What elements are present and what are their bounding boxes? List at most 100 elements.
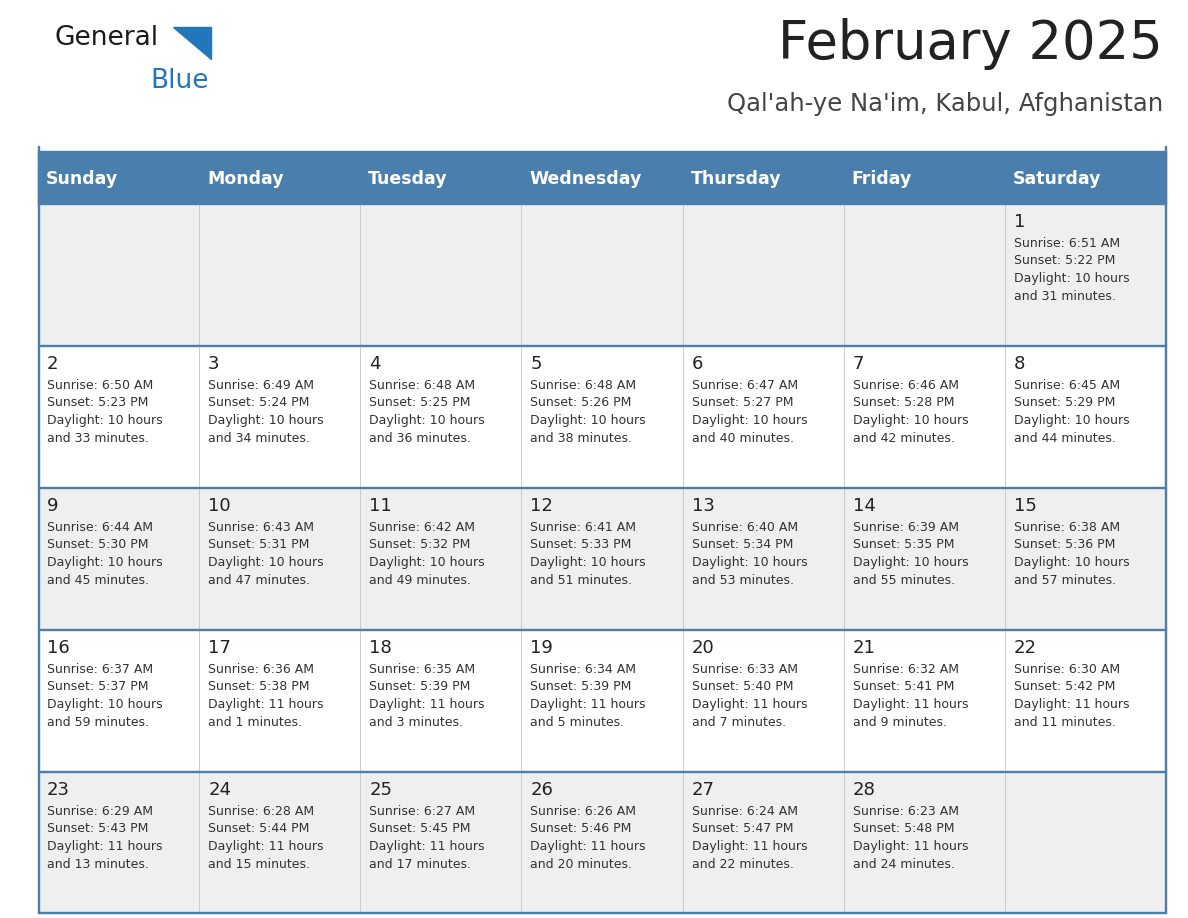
Text: Sunrise: 6:34 AM: Sunrise: 6:34 AM [530, 663, 637, 676]
Text: Monday: Monday [207, 170, 284, 188]
Text: and 9 minutes.: and 9 minutes. [853, 715, 947, 729]
Bar [360, 487, 522, 629]
Bar [843, 629, 1005, 771]
Bar [683, 345, 843, 487]
Bar [200, 155, 360, 203]
Text: Sunrise: 6:49 AM: Sunrise: 6:49 AM [208, 379, 314, 392]
Text: Sunrise: 6:23 AM: Sunrise: 6:23 AM [853, 805, 959, 818]
Bar [360, 487, 522, 629]
Text: Daylight: 10 hours: Daylight: 10 hours [530, 414, 646, 427]
Bar [683, 771, 843, 913]
Text: Sunset: 5:31 PM: Sunset: 5:31 PM [208, 539, 310, 552]
Bar [683, 345, 843, 487]
Bar [683, 203, 843, 345]
Text: Sunset: 5:33 PM: Sunset: 5:33 PM [530, 539, 632, 552]
Text: Daylight: 10 hours: Daylight: 10 hours [369, 556, 485, 569]
Text: Sunrise: 6:46 AM: Sunrise: 6:46 AM [853, 379, 959, 392]
Text: Sunrise: 6:48 AM: Sunrise: 6:48 AM [369, 379, 475, 392]
Bar [1005, 487, 1165, 629]
Bar [522, 203, 683, 345]
Bar [38, 151, 1165, 155]
Text: Sunrise: 6:26 AM: Sunrise: 6:26 AM [530, 805, 637, 818]
Text: Daylight: 11 hours: Daylight: 11 hours [1013, 698, 1130, 711]
Bar [360, 345, 522, 487]
Text: Sunset: 5:48 PM: Sunset: 5:48 PM [853, 823, 954, 835]
Bar [38, 629, 200, 771]
Bar [200, 771, 360, 913]
Text: Daylight: 10 hours: Daylight: 10 hours [208, 556, 324, 569]
Bar [38, 771, 1165, 772]
Text: and 17 minutes.: and 17 minutes. [369, 857, 472, 870]
Bar [360, 155, 522, 203]
Text: Sunrise: 6:38 AM: Sunrise: 6:38 AM [1013, 521, 1120, 534]
Bar [843, 629, 1005, 771]
Text: 3: 3 [208, 355, 220, 373]
Text: Sunset: 5:26 PM: Sunset: 5:26 PM [530, 397, 632, 409]
Bar [38, 487, 200, 629]
Bar [200, 487, 360, 629]
Text: and 38 minutes.: and 38 minutes. [530, 431, 632, 444]
Text: and 22 minutes.: and 22 minutes. [691, 857, 794, 870]
Bar [522, 155, 683, 203]
Text: Daylight: 11 hours: Daylight: 11 hours [208, 840, 323, 853]
Bar [1005, 203, 1165, 345]
Text: and 57 minutes.: and 57 minutes. [1013, 574, 1116, 587]
Text: and 47 minutes.: and 47 minutes. [208, 574, 310, 587]
Bar [360, 629, 522, 771]
Text: Sunday: Sunday [46, 170, 119, 188]
Text: Friday: Friday [852, 170, 912, 188]
Text: Sunset: 5:28 PM: Sunset: 5:28 PM [853, 397, 954, 409]
Bar [38, 487, 1165, 488]
Bar [843, 345, 1005, 487]
Text: Daylight: 11 hours: Daylight: 11 hours [853, 698, 968, 711]
Text: Sunrise: 6:39 AM: Sunrise: 6:39 AM [853, 521, 959, 534]
Text: and 11 minutes.: and 11 minutes. [1013, 715, 1116, 729]
Text: Sunset: 5:43 PM: Sunset: 5:43 PM [48, 823, 148, 835]
Text: Daylight: 10 hours: Daylight: 10 hours [1013, 556, 1130, 569]
Bar [522, 203, 683, 345]
Bar [1005, 771, 1165, 913]
Bar [38, 771, 200, 913]
Text: Daylight: 10 hours: Daylight: 10 hours [1013, 272, 1130, 285]
Text: and 3 minutes.: and 3 minutes. [369, 715, 463, 729]
Text: Sunrise: 6:42 AM: Sunrise: 6:42 AM [369, 521, 475, 534]
Text: and 13 minutes.: and 13 minutes. [48, 857, 148, 870]
Text: Sunrise: 6:27 AM: Sunrise: 6:27 AM [369, 805, 475, 818]
Bar [38, 771, 200, 913]
Text: Sunset: 5:41 PM: Sunset: 5:41 PM [853, 680, 954, 693]
Bar [843, 771, 1005, 913]
Text: 19: 19 [530, 639, 554, 657]
Text: Sunset: 5:27 PM: Sunset: 5:27 PM [691, 397, 794, 409]
Bar [200, 345, 360, 487]
Bar [683, 487, 843, 629]
Text: Daylight: 11 hours: Daylight: 11 hours [369, 698, 485, 711]
Text: Sunset: 5:34 PM: Sunset: 5:34 PM [691, 539, 792, 552]
Text: 11: 11 [369, 497, 392, 515]
Text: Sunrise: 6:48 AM: Sunrise: 6:48 AM [530, 379, 637, 392]
Bar [1005, 345, 1165, 487]
Text: 5: 5 [530, 355, 542, 373]
Text: and 31 minutes.: and 31 minutes. [1013, 289, 1116, 303]
Text: Sunrise: 6:51 AM: Sunrise: 6:51 AM [1013, 237, 1120, 250]
Text: Sunset: 5:40 PM: Sunset: 5:40 PM [691, 680, 794, 693]
Bar [843, 203, 1005, 345]
Text: Sunrise: 6:28 AM: Sunrise: 6:28 AM [208, 805, 315, 818]
Text: and 1 minutes.: and 1 minutes. [208, 715, 302, 729]
Bar [843, 771, 1005, 913]
Bar [38, 146, 39, 913]
Bar [1005, 629, 1165, 771]
Text: February 2025: February 2025 [778, 18, 1163, 70]
Text: 12: 12 [530, 497, 554, 515]
Text: Sunset: 5:36 PM: Sunset: 5:36 PM [1013, 539, 1116, 552]
Bar [360, 203, 522, 345]
Text: 4: 4 [369, 355, 381, 373]
Text: and 53 minutes.: and 53 minutes. [691, 574, 794, 587]
Bar [38, 345, 1165, 346]
Bar [360, 771, 522, 913]
Text: Sunset: 5:24 PM: Sunset: 5:24 PM [208, 397, 310, 409]
Text: Sunset: 5:25 PM: Sunset: 5:25 PM [369, 397, 470, 409]
Text: Daylight: 11 hours: Daylight: 11 hours [691, 698, 807, 711]
Text: Blue: Blue [150, 68, 209, 94]
Text: Sunset: 5:23 PM: Sunset: 5:23 PM [48, 397, 148, 409]
Bar [843, 487, 1005, 629]
